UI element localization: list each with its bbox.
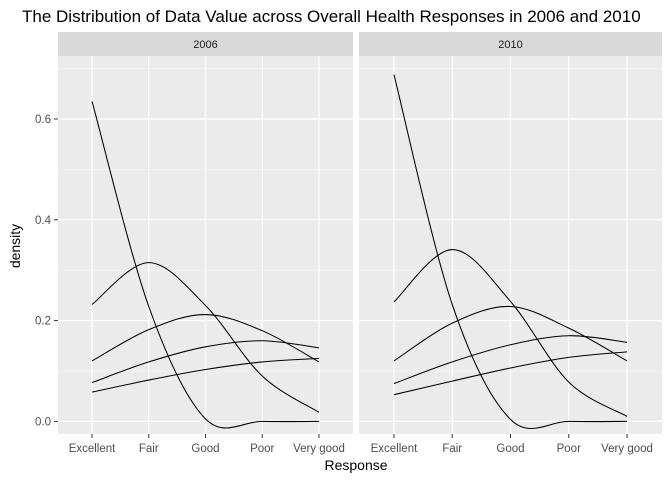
density-curve: [91, 357, 319, 393]
x-axis-title: Response: [324, 457, 387, 473]
density-curve: [393, 305, 628, 362]
facet-panel-2006: 2006 Excellent Fair Good Poor Very good: [58, 32, 353, 455]
chart-title: The Distribution of Data Value across Ov…: [22, 7, 641, 26]
x-tick-label: Very good: [601, 443, 653, 455]
x-tick-label: Excellent: [69, 443, 116, 455]
x-tick-label: Poor: [250, 443, 274, 455]
x-tick-label: Poor: [557, 443, 581, 455]
y-tick-label: 0.2: [35, 316, 51, 328]
x-tick-label: Fair: [139, 443, 159, 455]
density-curve: [91, 314, 320, 363]
x-tick-label: Good: [496, 443, 524, 455]
x-tick-label: Excellent: [371, 443, 418, 455]
density-curve: [393, 74, 628, 430]
facet-panel-2010: 2010 Excellent Fair Good Poor Very good: [359, 32, 662, 455]
density-curve: [91, 340, 320, 384]
density-curve: [393, 351, 628, 396]
x-tick-label: Very good: [293, 443, 345, 455]
x-tick-label: Good: [191, 443, 219, 455]
facet-panels: 2006 Excellent Fair Good Poor Very good 2010 Ex…: [35, 32, 662, 455]
facet-strip-label: 2006: [193, 39, 217, 51]
density-curve: [91, 101, 319, 429]
y-tick-label: 0.6: [35, 114, 51, 126]
density-curve: [393, 249, 628, 417]
density-curve: [393, 335, 628, 385]
facet-strip: [58, 32, 353, 56]
facet-strip-label: 2010: [498, 39, 522, 51]
y-axis-title: density: [7, 224, 23, 268]
facet-strip: [359, 32, 662, 56]
y-tick-label: 0.0: [35, 416, 51, 428]
density-curve: [91, 262, 320, 413]
x-tick-label: Fair: [442, 443, 462, 455]
y-tick-label: 0.4: [35, 215, 52, 227]
